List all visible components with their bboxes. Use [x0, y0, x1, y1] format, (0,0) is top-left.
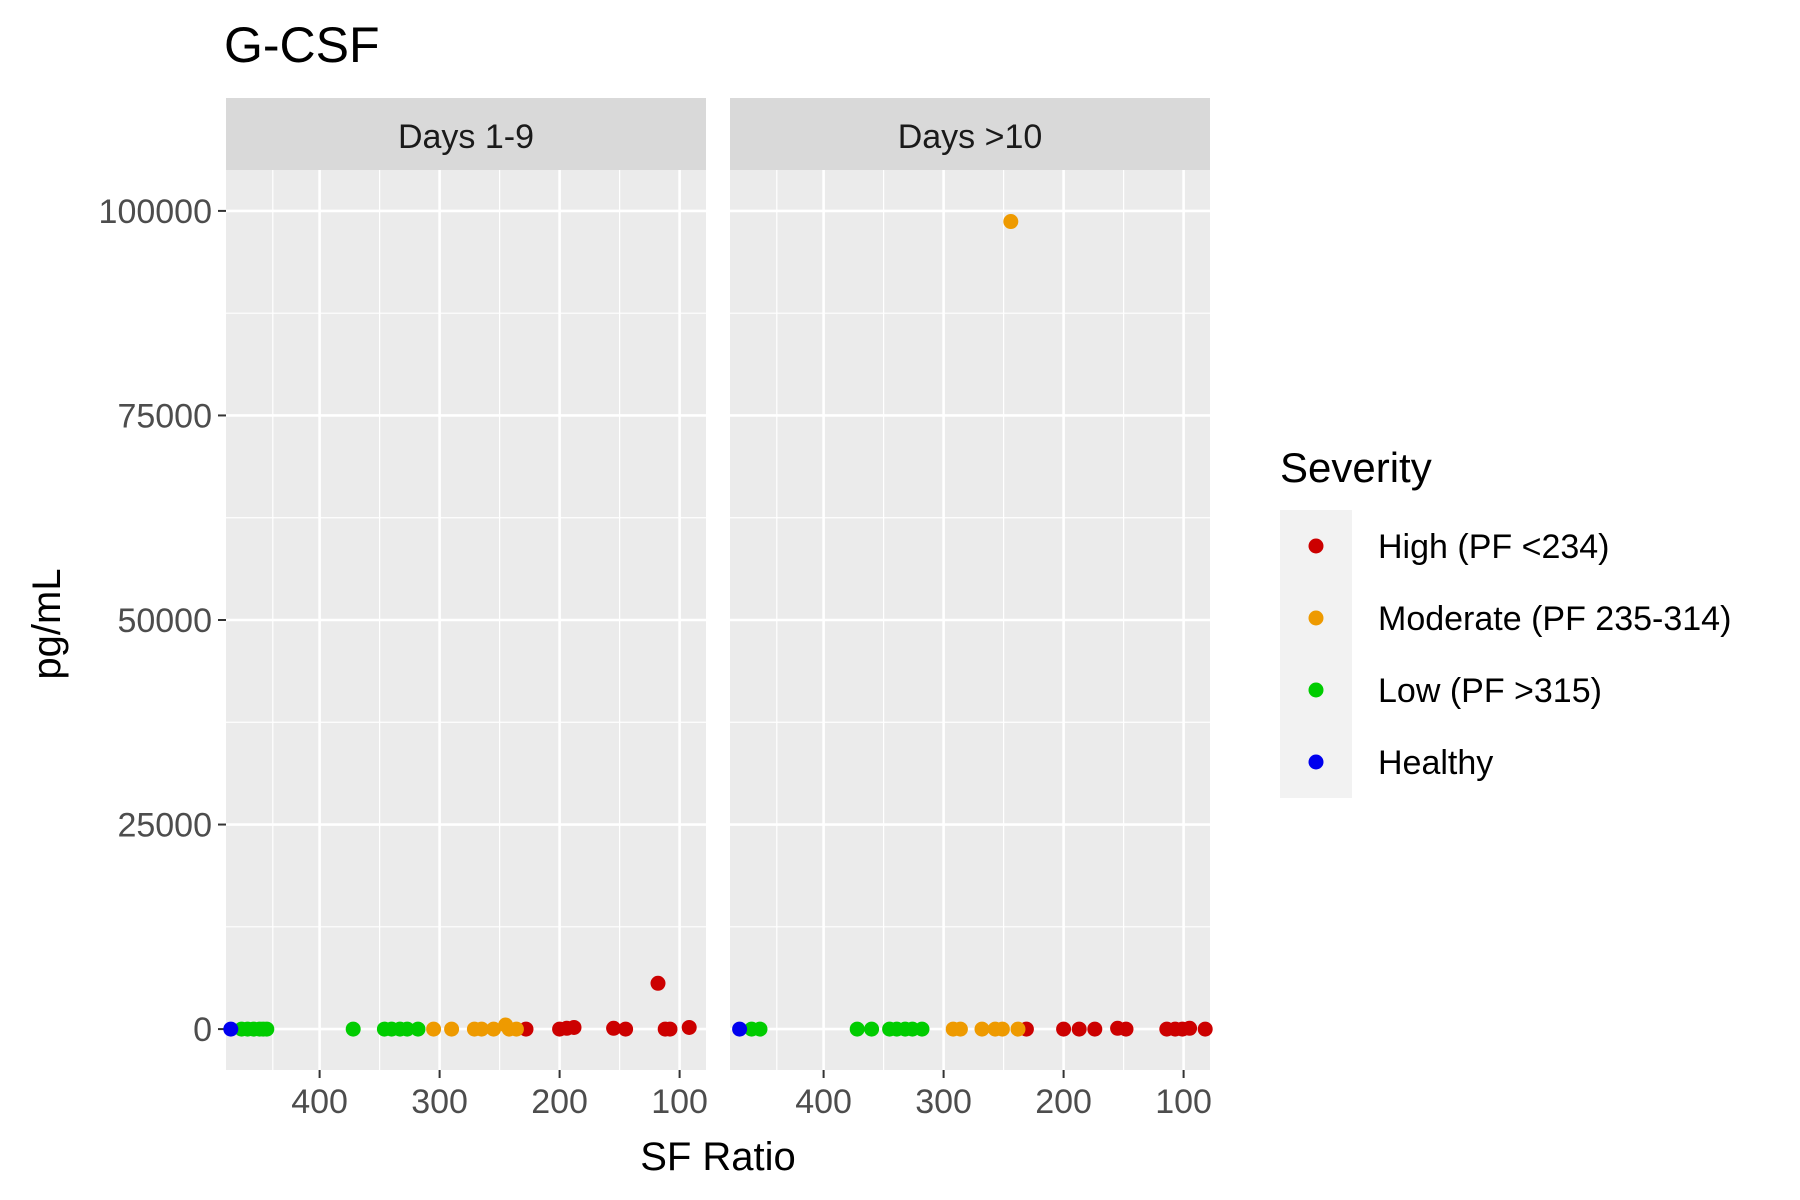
x-tick-label: 200	[531, 1083, 588, 1121]
legend: Severity High (PF <234) Moderate (PF 235-…	[1280, 444, 1731, 798]
legend-key-healthy	[1308, 754, 1324, 770]
facet-strip	[730, 98, 1210, 170]
x-tick-label: 300	[915, 1083, 972, 1121]
data-point	[662, 1021, 678, 1037]
data-point	[914, 1021, 930, 1037]
data-point	[650, 975, 666, 991]
data-point	[508, 1021, 524, 1037]
y-tick-label: 25000	[117, 807, 212, 845]
y-tick-label: 0	[193, 1011, 212, 1049]
data-point	[849, 1021, 865, 1037]
data-point	[399, 1021, 415, 1037]
y-axis-title: pg/mL	[25, 568, 69, 679]
facet-panels: Days 1-9 400 300 200 100 0 25000 50000 75000 1000…	[99, 98, 1213, 1121]
x-tick-label: 400	[291, 1083, 348, 1121]
data-point	[426, 1021, 442, 1037]
data-point	[259, 1021, 275, 1037]
legend-key-high-pf-234	[1308, 538, 1324, 554]
series-low-pf-315	[744, 1021, 930, 1037]
data-point	[223, 1021, 239, 1037]
data-point	[732, 1021, 748, 1037]
legend-label-low-pf-315: Low (PF >315)	[1378, 672, 1602, 710]
legend-title: Severity	[1280, 444, 1432, 491]
data-point	[606, 1020, 622, 1036]
facet-strip-label: Days >10	[898, 118, 1043, 156]
y-tick-label: 75000	[117, 397, 212, 435]
data-point	[974, 1021, 990, 1037]
data-point	[444, 1021, 460, 1037]
x-axis-title: SF Ratio	[640, 1135, 796, 1179]
data-point	[864, 1021, 880, 1037]
data-point	[410, 1021, 426, 1037]
facet-panel-1: Days 1-9 400 300 200 100 0 25000 50000 75000 1000…	[99, 98, 708, 1121]
series-healthy	[732, 1021, 748, 1037]
data-point	[1010, 1021, 1026, 1037]
facet-strip	[226, 98, 706, 170]
x-tick-label: 100	[651, 1083, 708, 1121]
data-point	[1087, 1021, 1103, 1037]
facet-panel-2: Days >10 400 300 200 100	[730, 98, 1213, 1121]
series-low-pf-315	[234, 1021, 426, 1037]
x-tick-label: 200	[1035, 1083, 1092, 1121]
legend-key-background	[1280, 510, 1352, 798]
facet-strip-label: Days 1-9	[398, 118, 534, 156]
legend-key-moderate-pf-235-314	[1308, 610, 1324, 626]
legend-label-high-pf-234: High (PF <234)	[1378, 528, 1610, 566]
data-point	[618, 1021, 634, 1037]
series-moderate-pf-235-314	[426, 1017, 524, 1037]
series-healthy	[223, 1021, 239, 1037]
data-point	[1071, 1021, 1087, 1037]
series-moderate-pf-235-314	[945, 214, 1026, 1037]
data-point	[345, 1021, 361, 1037]
legend-label-moderate-pf-235-314: Moderate (PF 235-314)	[1378, 600, 1731, 638]
data-point	[752, 1021, 768, 1037]
data-point	[566, 1019, 582, 1035]
chart-title: G-CSF	[224, 17, 380, 73]
data-point	[486, 1021, 502, 1037]
y-tick-label: 100000	[99, 193, 212, 231]
data-point	[1056, 1021, 1072, 1037]
data-point	[952, 1021, 968, 1037]
data-point	[994, 1021, 1010, 1037]
x-tick-label: 100	[1155, 1083, 1212, 1121]
data-point	[1118, 1021, 1134, 1037]
y-tick-label: 50000	[117, 602, 212, 640]
data-point	[1197, 1021, 1213, 1037]
x-tick-label: 300	[411, 1083, 468, 1121]
x-tick-label: 400	[795, 1083, 852, 1121]
data-point	[681, 1019, 697, 1035]
legend-key-low-pf-315	[1308, 682, 1324, 698]
data-point	[1003, 214, 1019, 230]
data-point	[1182, 1020, 1198, 1036]
legend-label-healthy: Healthy	[1378, 744, 1493, 782]
data-point	[474, 1021, 490, 1037]
